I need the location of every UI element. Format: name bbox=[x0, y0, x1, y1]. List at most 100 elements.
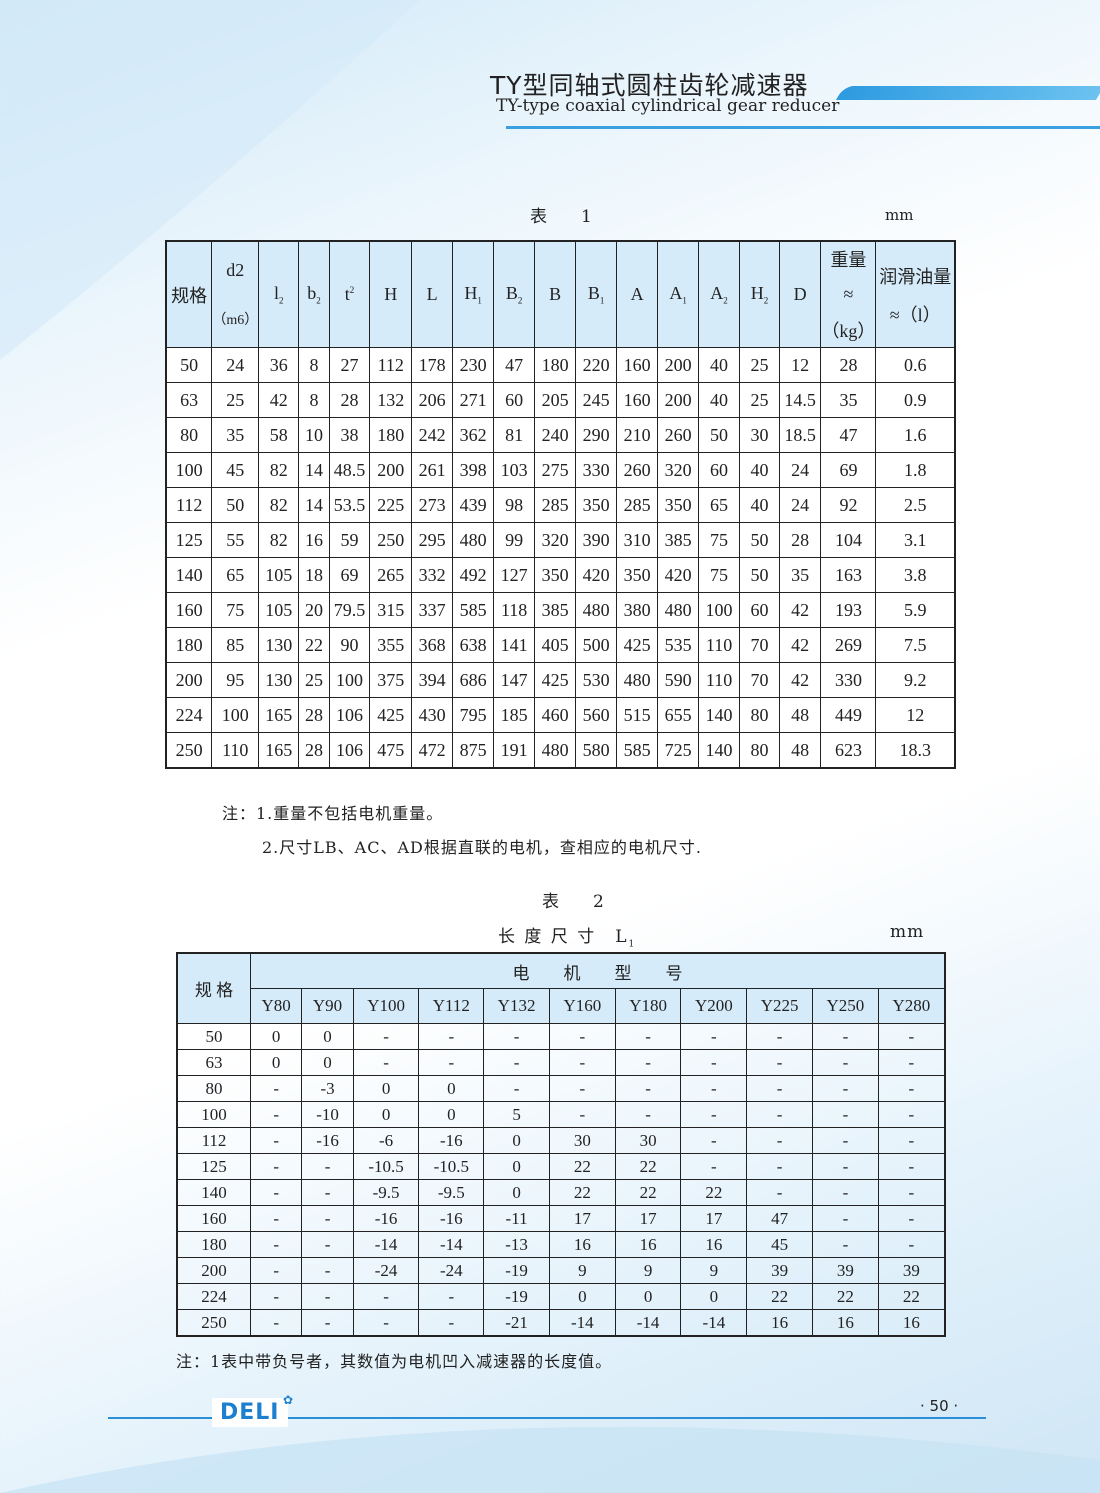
table-cell: - bbox=[352, 1309, 420, 1337]
table1-header-cell: L bbox=[411, 240, 454, 348]
table-cell: 375 bbox=[369, 662, 413, 698]
table-cell: 98 bbox=[493, 487, 536, 523]
table-cell: 14 bbox=[298, 487, 330, 523]
table-cell: 206 bbox=[411, 382, 454, 418]
table-cell: 110 bbox=[698, 627, 741, 663]
table-cell: 82 bbox=[258, 487, 300, 523]
table-cell: 16 bbox=[548, 1231, 616, 1258]
table-row: 80- -3 0 0- - - - - - - bbox=[176, 1075, 946, 1102]
table-cell: 70 bbox=[739, 627, 780, 663]
table-cell: 47 bbox=[820, 417, 877, 453]
table-cell: 28 bbox=[298, 697, 330, 733]
table-cell: - bbox=[352, 1283, 420, 1310]
table-cell: - bbox=[614, 1101, 682, 1128]
table-cell: 22 bbox=[680, 1179, 748, 1206]
table-cell: 242 bbox=[411, 417, 454, 453]
table-cell: 27 bbox=[328, 347, 371, 383]
subtitle-text: 长 度 尺 寸 L bbox=[498, 927, 629, 947]
table-cell: 9.2 bbox=[875, 662, 956, 698]
table-cell: - bbox=[746, 1101, 814, 1128]
table-cell: 350 bbox=[534, 557, 577, 593]
motor-column-header: Y132 bbox=[483, 988, 550, 1024]
table-cell: 16 bbox=[614, 1231, 682, 1258]
table-cell: 245 bbox=[575, 382, 618, 418]
table-row: 50 24 36 8 27 112 178 230 47 180 220 160 200 40 25 12 28… bbox=[165, 347, 956, 383]
header-line: ≈ bbox=[843, 284, 854, 304]
table-cell: 39 bbox=[746, 1257, 814, 1284]
table-cell: 271 bbox=[452, 382, 495, 418]
table2-caption: 表 2 bbox=[542, 892, 604, 912]
table-cell: 623 bbox=[820, 732, 877, 769]
table-cell: - bbox=[812, 1153, 879, 1180]
table-cell: 130 bbox=[258, 627, 300, 663]
table-cell: 160 bbox=[176, 1205, 251, 1232]
table-cell: 425 bbox=[369, 697, 413, 733]
title-english: TY-type coaxial cylindrical gear reducer bbox=[496, 96, 840, 116]
table-cell: - bbox=[812, 1101, 879, 1128]
motor-column-header: Y100 bbox=[352, 988, 420, 1024]
table1: 规格 d2 （m6） l2 b2 t2 H L H1 B2 B B1 A A1 A2 H2 D 重量 ≈ （kg） 润滑… bbox=[165, 240, 956, 769]
table-cell: - bbox=[352, 1023, 420, 1050]
table-cell: 1.6 bbox=[875, 417, 956, 453]
table-cell: 16 bbox=[746, 1309, 814, 1337]
table-cell: 0.6 bbox=[875, 347, 956, 383]
table-cell: 0 bbox=[548, 1283, 616, 1310]
table-cell: 0 bbox=[483, 1127, 550, 1154]
table-cell: 191 bbox=[493, 732, 536, 769]
table-cell: 92 bbox=[820, 487, 877, 523]
table-cell: 130 bbox=[258, 662, 300, 698]
table-cell: 147 bbox=[493, 662, 536, 698]
table-cell: 585 bbox=[452, 592, 495, 628]
table-cell: 30 bbox=[739, 417, 780, 453]
table-cell: 106 bbox=[328, 697, 371, 733]
table-cell: 439 bbox=[452, 487, 495, 523]
table-cell: 200 bbox=[176, 1257, 251, 1284]
table1-header-cell: 规格 bbox=[165, 240, 213, 348]
table-row: 125 55 82 16 59 250 295 480 99 320 390 310 385 75 50 28… bbox=[165, 522, 956, 558]
table1-header-cell: D bbox=[778, 240, 822, 348]
table-cell: 69 bbox=[328, 557, 371, 593]
table-cell: - bbox=[746, 1023, 814, 1050]
table1-header-cell: A2 bbox=[698, 240, 741, 348]
footer-line bbox=[108, 1417, 986, 1419]
table-row: 250- - - - -21 -14 -14 -14 16 16 16 bbox=[176, 1309, 946, 1337]
table-cell: 110 bbox=[211, 732, 260, 769]
table-cell: 295 bbox=[411, 522, 454, 558]
table-cell: 103 bbox=[493, 452, 536, 488]
table-cell: 332 bbox=[411, 557, 454, 593]
table-cell: 112 bbox=[176, 1127, 251, 1154]
table-cell: 180 bbox=[165, 627, 213, 663]
table-cell: - bbox=[249, 1283, 303, 1310]
table-row: 112 50 82 14 53.5 225 273 439 98 285 350 285 350 65 40… bbox=[165, 487, 956, 523]
table-cell: 0 bbox=[614, 1283, 682, 1310]
table-cell: 18.5 bbox=[778, 417, 822, 453]
table-cell: 125 bbox=[176, 1153, 251, 1180]
table-cell: 28 bbox=[298, 732, 330, 769]
table-cell: 1.8 bbox=[875, 452, 956, 488]
table-cell: 0.9 bbox=[875, 382, 956, 418]
table-cell: 17 bbox=[680, 1205, 748, 1232]
table-cell: 8 bbox=[298, 347, 330, 383]
table-cell: 230 bbox=[452, 347, 495, 383]
table-cell: - bbox=[249, 1309, 303, 1337]
table-cell: 99 bbox=[493, 522, 536, 558]
table-cell: 260 bbox=[657, 417, 700, 453]
table-row: 80 35 58 10 38 180 242 362 81 240 290 210 260 50 30 18.… bbox=[165, 417, 956, 453]
table1-header-cell: H1 bbox=[452, 240, 495, 348]
table-cell: 42 bbox=[778, 627, 822, 663]
table-cell: - bbox=[877, 1023, 946, 1050]
table-cell: 14 bbox=[298, 452, 330, 488]
gear-icon: ✿ bbox=[283, 1393, 294, 1407]
table-cell: 47 bbox=[746, 1205, 814, 1232]
table-cell: - bbox=[812, 1205, 879, 1232]
table-cell: - bbox=[614, 1023, 682, 1050]
table-cell: 350 bbox=[657, 487, 700, 523]
table-cell: -9.5 bbox=[418, 1179, 485, 1206]
table-cell: - bbox=[249, 1153, 303, 1180]
table-cell: - bbox=[877, 1127, 946, 1154]
table-cell: 22 bbox=[614, 1153, 682, 1180]
table1-header-cell: A bbox=[616, 240, 659, 348]
table-cell: 430 bbox=[411, 697, 454, 733]
table-cell: 224 bbox=[165, 697, 213, 733]
table-cell: 25 bbox=[739, 382, 780, 418]
